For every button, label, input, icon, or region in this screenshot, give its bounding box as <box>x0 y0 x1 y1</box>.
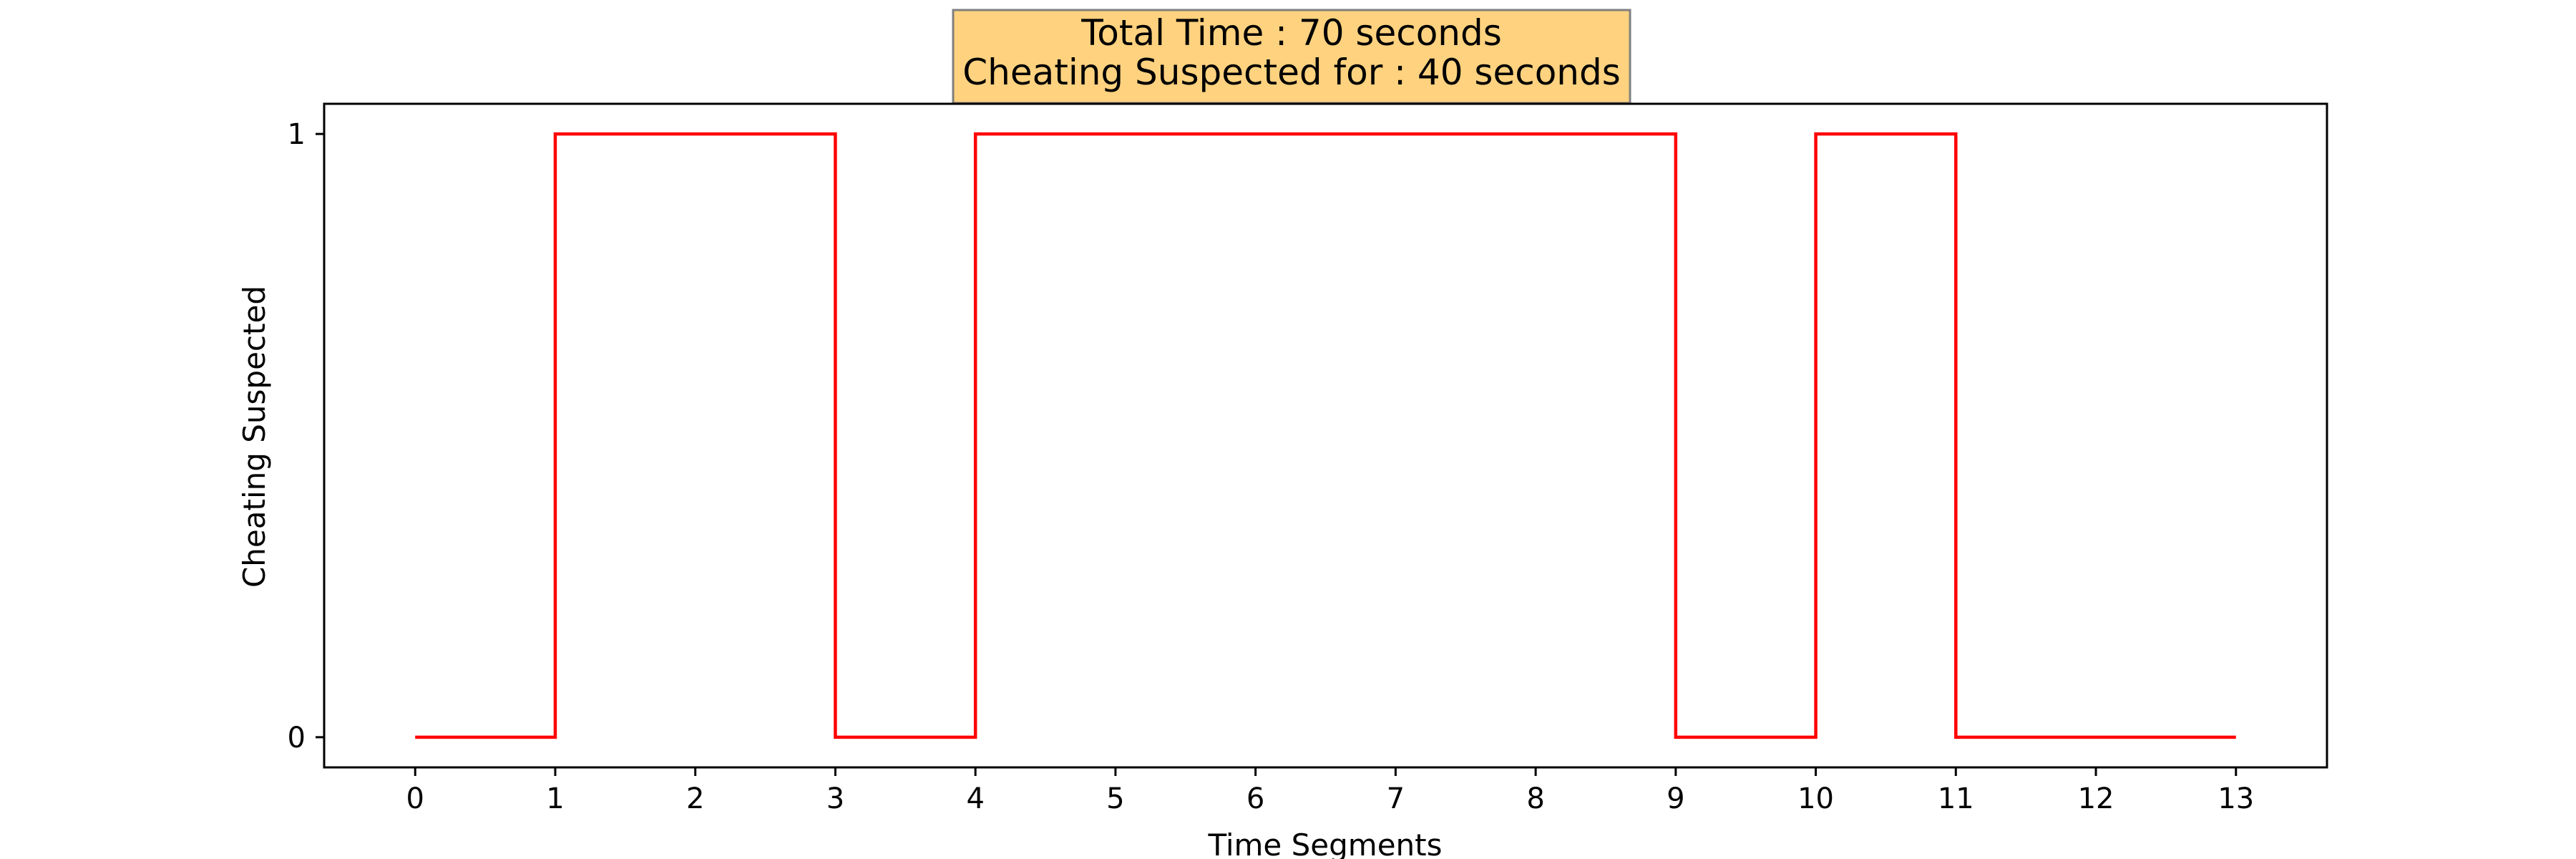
y-axis-label: Cheating Suspected <box>237 286 272 588</box>
x-tick-label-3: 3 <box>826 782 844 815</box>
title-box: Total Time : 70 seconds Cheating Suspect… <box>952 9 1631 105</box>
title-line-total-time: Total Time : 70 seconds <box>1080 12 1502 54</box>
x-tick-label-12: 12 <box>2078 782 2114 815</box>
series-line-0 <box>415 132 2236 739</box>
x-tick-label-8: 8 <box>1526 782 1544 815</box>
title-line-cheating-suspected: Cheating Suspected for : 40 seconds <box>962 52 1621 93</box>
x-tick-label-5: 5 <box>1106 782 1124 815</box>
plot-area <box>323 102 2328 769</box>
y-tick-label-0: 0 <box>288 722 306 754</box>
x-tick-label-4: 4 <box>966 782 984 815</box>
x-tick-label-2: 2 <box>686 782 704 815</box>
x-tick-label-11: 11 <box>1938 782 1974 815</box>
x-axis-label: Time Segments <box>1207 828 1442 859</box>
x-tick-label-9: 9 <box>1667 782 1684 815</box>
x-tick-label-6: 6 <box>1246 782 1264 815</box>
y-tick-label-1: 1 <box>288 118 306 151</box>
title-background <box>952 9 1631 105</box>
x-tick-label-7: 7 <box>1387 782 1405 815</box>
y-axis-ticks: 01 <box>288 118 324 754</box>
x-axis-ticks: 0 1 2 3 4 5 6 7 8 9 10 11 12 13 <box>406 767 2254 815</box>
x-tick-label-13: 13 <box>2218 782 2254 815</box>
x-tick-label-10: 10 <box>1797 782 1834 815</box>
x-tick-label-0: 0 <box>406 782 424 815</box>
x-tick-label-1: 1 <box>546 782 564 815</box>
plot-frame <box>323 102 2328 769</box>
